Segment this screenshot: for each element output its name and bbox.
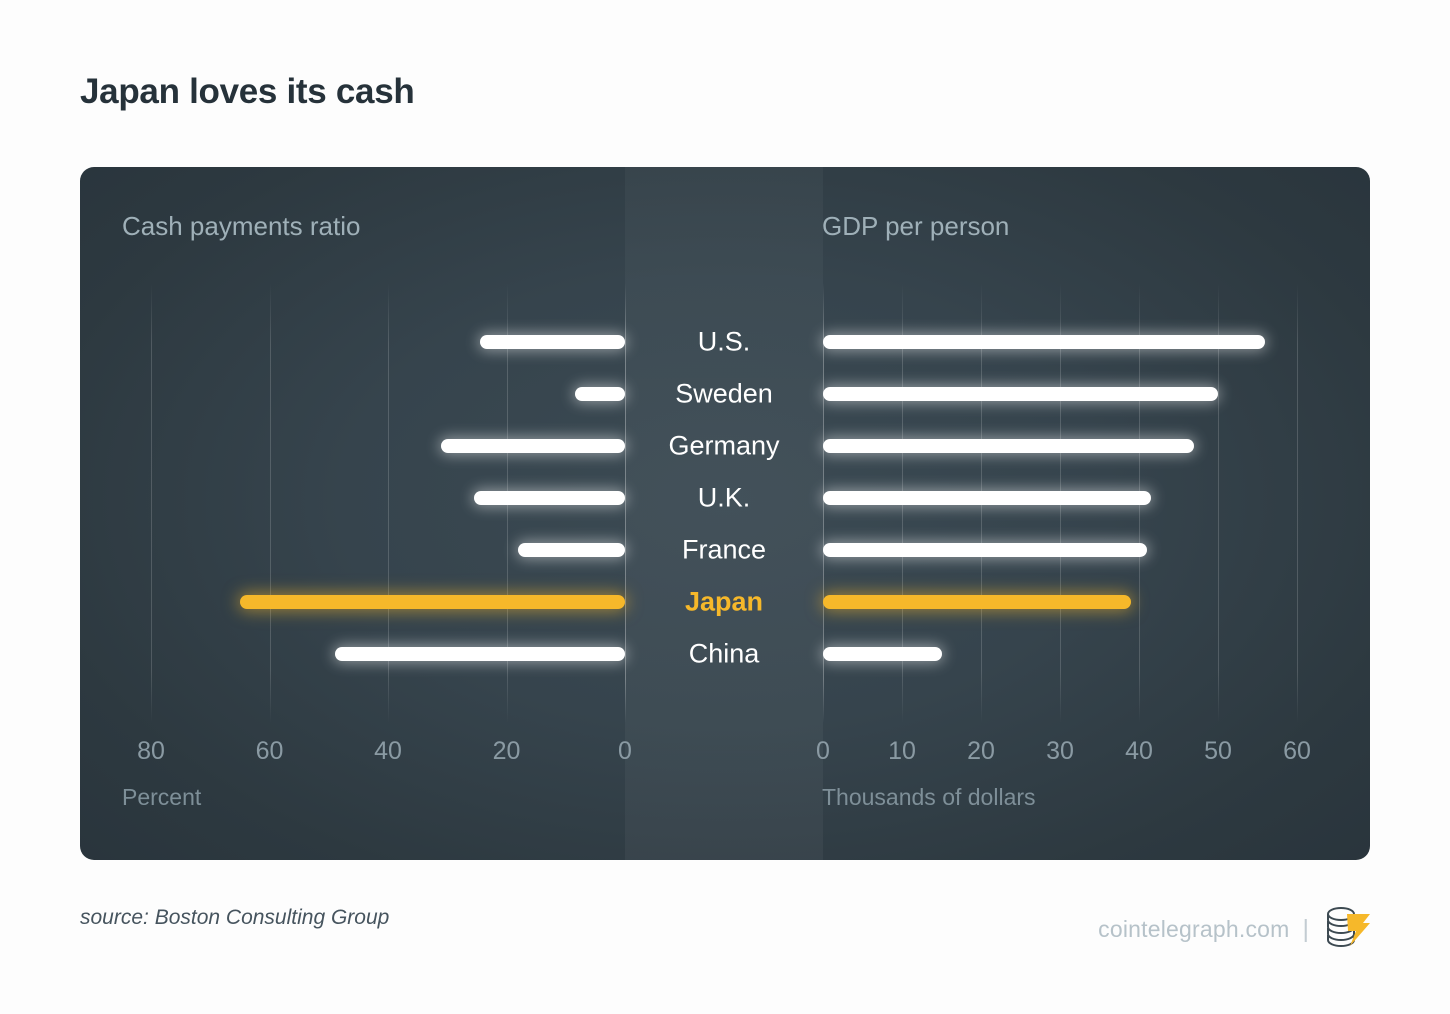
bar-cash-us: [479, 335, 625, 349]
tick-right-0: 0: [816, 737, 830, 765]
bar-cash-china: [334, 647, 625, 661]
tick-right-20: 20: [967, 737, 995, 765]
category-label-china: China: [688, 638, 760, 669]
gridline-right-60: [1297, 283, 1298, 723]
category-label-germany: Germany: [668, 430, 780, 461]
gridline-right-50: [1218, 283, 1219, 723]
chart-panel: Cash payments ratio GDP per person U.S. S…: [80, 167, 1370, 860]
category-label-uk: U.K.: [697, 482, 751, 513]
left-axis-label: Percent: [122, 784, 202, 810]
tick-left-60: 60: [255, 737, 284, 765]
coin-stack-logo-icon: [1322, 905, 1372, 954]
bar-cash-france: [518, 543, 625, 557]
gridline-right-0: [823, 283, 824, 723]
bar-cash-sweden: [574, 387, 625, 401]
tick-right-60: 60: [1283, 737, 1311, 765]
bar-gdp-china: [823, 647, 942, 661]
brand-name: cointelegraph.com: [1098, 916, 1290, 942]
category-label-us: U.S.: [697, 326, 751, 357]
bar-cash-uk: [473, 491, 625, 505]
right-section-title: GDP per person: [822, 211, 1010, 241]
tick-left-80: 80: [137, 737, 165, 765]
bar-gdp-japan: [823, 595, 1132, 609]
category-label-sweden: Sweden: [675, 378, 773, 409]
cash-payments-plot: [80, 167, 626, 860]
gridline-left-40: [388, 283, 389, 723]
tick-left-40: 40: [374, 737, 402, 765]
gridline-left-0: [625, 283, 626, 723]
bar-cash-germany: [441, 439, 625, 453]
tick-right-10: 10: [888, 737, 916, 765]
tick-right-40: 40: [1125, 737, 1153, 765]
tick-left-20: 20: [492, 737, 521, 765]
tick-left-0: 0: [618, 737, 632, 765]
gdp-per-person-plot: [823, 167, 1370, 860]
category-label-column: U.S. Sweden Germany U.K. France Japan China: [625, 167, 823, 860]
bar-gdp-germany: [823, 439, 1195, 453]
tick-right-30: 30: [1046, 737, 1074, 765]
bar-gdp-sweden: [823, 387, 1218, 401]
right-axis-label: Thousands of dollars: [822, 784, 1036, 810]
bar-gdp-france: [823, 543, 1147, 557]
bar-gdp-uk: [823, 491, 1151, 505]
category-label-france: France: [681, 534, 767, 565]
tick-right-50: 50: [1204, 737, 1232, 765]
brand-separator: |: [1302, 915, 1310, 943]
source-note: source: Boston Consulting Group: [80, 906, 390, 929]
brand-footer: cointelegraph.com |: [1098, 905, 1372, 954]
gridline-left-80: [151, 283, 152, 723]
left-section-title: Cash payments ratio: [122, 211, 361, 241]
bar-cash-japan: [239, 595, 625, 609]
page-title: Japan loves its cash: [80, 72, 415, 111]
category-label-japan: Japan: [684, 586, 764, 617]
gridline-left-60: [269, 283, 271, 723]
bar-gdp-us: [823, 335, 1266, 349]
